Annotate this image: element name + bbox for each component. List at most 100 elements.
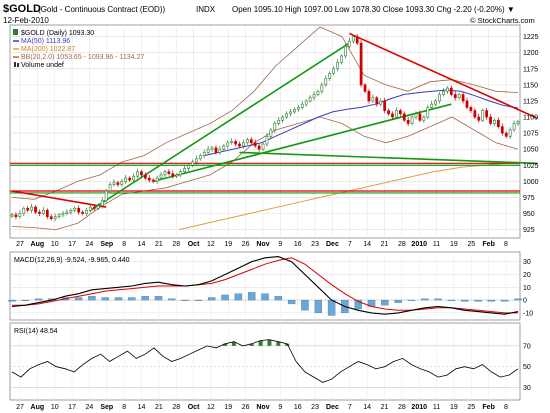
candle-body-89 <box>359 42 363 86</box>
price-xtick-label-20: 14 <box>363 241 371 248</box>
rsi-xtick-label-20: 14 <box>363 404 371 411</box>
price-xtick-label-10: Oct <box>188 241 200 248</box>
candle-body-93 <box>375 97 379 105</box>
price-tick-label-9: 1150 <box>523 82 538 89</box>
price-tick-label-1: 950 <box>523 211 535 218</box>
candle-body-77 <box>312 94 316 99</box>
rsi-xtick-label-16: 16 <box>294 404 302 411</box>
candle-body-37 <box>155 177 159 182</box>
macd-label: MACD(12,26,9) -9.524, -9.965, 0.440 <box>14 257 130 264</box>
price-panel <box>9 24 521 239</box>
price-xtick-label-24: 11 <box>433 241 440 248</box>
candle-body-71 <box>289 111 292 115</box>
candle-body-19 <box>85 209 88 214</box>
price-xtick-label-8: 21 <box>155 241 163 248</box>
rsi-tick-label-1: 50 <box>523 364 531 371</box>
candle-body-0 <box>10 214 14 217</box>
candle-body-119 <box>477 116 481 121</box>
candle-body-4 <box>26 208 30 211</box>
rsi-xtick-label-27: Feb <box>482 404 494 411</box>
rsi-xtick-label-22: 28 <box>398 404 406 411</box>
price-xtick-label-6: 8 <box>122 241 126 248</box>
macd-hist-bar-15 <box>208 297 216 301</box>
price-xtick-label-2: 10 <box>51 241 59 248</box>
macd-hist-bar-37 <box>500 299 509 302</box>
candle-body-7 <box>38 211 41 214</box>
price-xtick-label-11: 12 <box>207 241 215 248</box>
candle-body-67 <box>273 123 277 131</box>
legend-volume: Volume undef <box>21 62 64 69</box>
candle-body-118 <box>473 110 477 118</box>
candle-body-25 <box>108 184 112 192</box>
candle-body-60 <box>245 139 249 144</box>
rsi-overbought-fill <box>223 339 290 346</box>
legend-swatch-volume-2 <box>17 63 19 67</box>
macd-hist-bar-33 <box>447 299 456 301</box>
candle-body-99 <box>398 110 402 115</box>
candle-body-121 <box>485 110 488 118</box>
candle-body-111 <box>446 87 449 92</box>
price-tick-label-12: 1225 <box>523 34 539 41</box>
candle-body-120 <box>481 110 485 121</box>
rsi-xtick-label-4: 24 <box>86 404 94 411</box>
candle-body-72 <box>293 109 296 113</box>
rsi-xtick-label-12: 19 <box>224 404 232 411</box>
candle-body-112 <box>449 87 453 95</box>
candle-body-107 <box>430 103 434 108</box>
candle-body-51 <box>210 147 214 150</box>
symbol-name: (Gold - Continuous Contract (EOD)) <box>38 5 165 14</box>
price-tick-label-7: 1100 <box>523 115 538 122</box>
candle-body-21 <box>93 206 96 209</box>
candle-body-101 <box>406 119 410 124</box>
rsi-panel <box>9 322 521 401</box>
candle-body-82 <box>332 68 336 74</box>
candle-body-44 <box>183 168 186 172</box>
candle-body-17 <box>77 208 81 213</box>
macd-hist-bar-13 <box>181 299 189 301</box>
candle-body-68 <box>277 119 281 124</box>
candle-body-75 <box>304 100 308 105</box>
macd-line <box>11 256 519 315</box>
candle-body-8 <box>42 209 45 214</box>
macd-hist-bar-16 <box>221 294 229 301</box>
candle-body-13 <box>61 213 65 216</box>
candle-body-47 <box>194 158 198 163</box>
ma50-line <box>204 89 519 157</box>
rsi-xtick-label-3: 17 <box>68 404 76 411</box>
price-tick-label-3: 1000 <box>523 179 539 186</box>
price-xtick-label-22: 28 <box>398 241 406 248</box>
price-xtick-label-14: Nov <box>256 241 269 248</box>
candle-body-64 <box>261 143 265 150</box>
rsi-xtick-label-26: 25 <box>467 404 475 411</box>
price-xtick-label-18: Dec <box>326 241 339 248</box>
rsi-xtick-label-1: Aug <box>31 404 45 411</box>
macd-tick-label-0: 30 <box>523 259 531 266</box>
macd-hist-bar-14 <box>194 299 203 301</box>
macd-hist-bar-30 <box>407 299 416 301</box>
candle-body-36 <box>151 179 155 182</box>
candle-body-46 <box>191 161 194 166</box>
rsi-xtick-label-5: Sep <box>100 404 113 411</box>
candle-body-94 <box>379 100 383 105</box>
bb-lower-line <box>11 116 519 231</box>
price-xtick-label-17: 23 <box>311 241 319 248</box>
rsi-xtick-label-6: 8 <box>122 404 126 411</box>
candle-body-66 <box>269 129 273 137</box>
legend-swatch-candle <box>13 29 18 35</box>
candle-body-114 <box>457 94 461 99</box>
candle-body-53 <box>218 148 222 153</box>
candle-body-22 <box>96 205 100 209</box>
candle-body-33 <box>140 171 143 176</box>
candle-body-5 <box>30 206 33 211</box>
rsi-xtick-label-10: Oct <box>188 404 200 411</box>
candle-body-108 <box>434 100 437 105</box>
price-xtick-label-25: 19 <box>450 241 458 248</box>
rsi-line <box>11 339 519 383</box>
price-xtick-label-15: 9 <box>278 241 282 248</box>
macd-hist-bar-18 <box>247 292 256 301</box>
price-tick-label-0: 925 <box>523 227 535 234</box>
candle-body-16 <box>73 208 77 211</box>
symbol-title: $GOLD <box>3 3 41 15</box>
rsi-xtick-label-11: 12 <box>207 404 215 411</box>
